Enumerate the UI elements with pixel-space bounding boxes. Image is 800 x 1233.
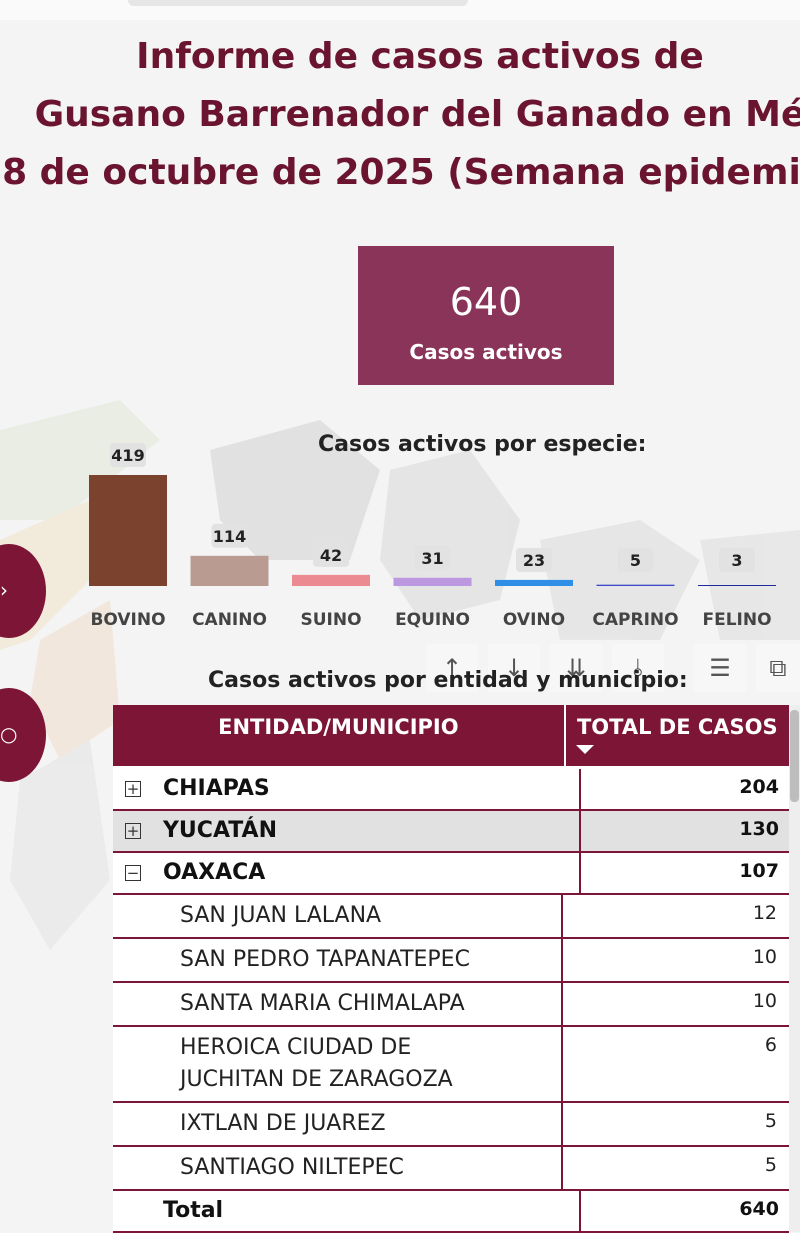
data-label: 114 xyxy=(213,527,246,546)
total-label: Total xyxy=(113,1191,582,1231)
address-bar[interactable] xyxy=(128,0,468,6)
scrollbar-thumb[interactable] xyxy=(790,710,799,802)
category-label: EQUINO xyxy=(395,610,470,630)
arrow-up-icon[interactable]: ↑ xyxy=(426,644,478,692)
data-label: 23 xyxy=(523,551,545,570)
data-label: 5 xyxy=(630,551,641,570)
case-count: 10 xyxy=(752,946,777,968)
focus-mode-icon[interactable]: ⧉ xyxy=(756,644,800,692)
bar-equino[interactable] xyxy=(393,577,472,586)
arrow-down-icon[interactable]: ↓ xyxy=(488,644,540,692)
table-row[interactable]: IXTLAN DE JUAREZ 5 xyxy=(113,1103,789,1147)
bar-suino[interactable] xyxy=(292,574,370,586)
kpi-card: 640 Casos activos xyxy=(358,246,614,385)
case-count: 107 xyxy=(739,860,779,882)
table-row[interactable]: + CHIAPAS 204 xyxy=(113,769,789,811)
case-count: 6 xyxy=(764,1034,777,1056)
filter-icon[interactable]: ☰ xyxy=(694,644,746,692)
entity-name: CHIAPAS xyxy=(163,776,270,801)
category-label: CANINO xyxy=(192,610,267,630)
double-arrow-down-icon[interactable]: ⇊ xyxy=(550,644,602,692)
table-total-row: Total 640 xyxy=(113,1191,789,1233)
category-label: CAPRINO xyxy=(592,610,678,630)
table-scrollbar[interactable] xyxy=(789,705,800,1232)
municipality-name: SAN JUAN LALANA xyxy=(113,895,563,937)
bar-canino[interactable] xyxy=(190,555,269,586)
data-label-background xyxy=(719,548,755,572)
bar-felino[interactable] xyxy=(698,585,776,586)
kpi-value: 640 xyxy=(449,280,523,324)
sort-desc-icon xyxy=(575,745,594,754)
category-label: BOVINO xyxy=(90,610,165,630)
data-label-background xyxy=(414,545,451,570)
data-label-background xyxy=(617,548,654,572)
entity-name: YUCATÁN xyxy=(163,818,277,843)
case-count: 204 xyxy=(739,776,779,798)
category-label: OVINO xyxy=(503,610,565,630)
data-label-background xyxy=(516,547,552,572)
kpi-label: Casos activos xyxy=(409,340,563,364)
table-row[interactable]: SAN JUAN LALANA 12 xyxy=(113,895,789,939)
top-bar xyxy=(0,0,800,20)
data-label-background xyxy=(211,523,248,548)
chart-title: Casos activos por especie: xyxy=(318,432,647,457)
municipality-name: SANTA MARIA CHIMALAPA xyxy=(113,983,563,1025)
table-title: Casos activos por entidad y municipio: xyxy=(208,668,688,693)
column-header-entity[interactable]: ENTIDAD/MUNICIPIO xyxy=(218,715,459,739)
case-count: 10 xyxy=(752,990,777,1012)
chevron-icon: › xyxy=(0,578,8,602)
cases-table: ENTIDAD/MUNICIPIO TOTAL DE CASOS + CHIAPA… xyxy=(113,705,789,1233)
table-header: ENTIDAD/MUNICIPIO TOTAL DE CASOS xyxy=(113,705,789,769)
category-label: FELINO xyxy=(702,610,771,630)
case-count: 5 xyxy=(764,1110,777,1132)
bar-ovino[interactable] xyxy=(495,579,573,586)
bar-caprino[interactable] xyxy=(596,584,675,586)
municipality-name: IXTLAN DE JUAREZ xyxy=(113,1103,563,1145)
table-row[interactable]: SANTIAGO NILTEPEC 5 xyxy=(113,1147,789,1191)
table-row[interactable]: SAN PEDRO TAPANATEPEC 10 xyxy=(113,939,789,983)
data-label-background xyxy=(110,443,146,467)
table-row[interactable]: SANTA MARIA CHIMALAPA 10 xyxy=(113,983,789,1027)
column-header-total-label: TOTAL DE CASOS xyxy=(576,715,778,739)
municipality-name: HEROICA CIUDAD DE JUCHITAN DE ZARAGOZA xyxy=(113,1027,563,1101)
table-row[interactable]: HEROICA CIUDAD DE JUCHITAN DE ZARAGOZA 6 xyxy=(113,1027,789,1103)
report-title: Informe de casos activos de Gusano Barre… xyxy=(0,28,800,202)
title-line: Gusano Barrenador del Ganado en Mé xyxy=(34,94,800,135)
title-line: 8 de octubre de 2025 (Semana epidemiol xyxy=(2,152,800,193)
municipality-name: SAN PEDRO TAPANATEPEC xyxy=(113,939,563,981)
entity-name: OAXACA xyxy=(163,860,266,885)
total-value: 640 xyxy=(739,1198,779,1220)
case-count: 130 xyxy=(739,818,779,840)
title-line: Informe de casos activos de xyxy=(136,36,704,77)
expand-level-icon[interactable]: ⫰ xyxy=(612,644,664,692)
case-count: 5 xyxy=(764,1154,777,1176)
expand-icon[interactable]: + xyxy=(125,822,141,840)
data-label: 419 xyxy=(111,446,144,465)
table-row[interactable]: − OAXACA 107 xyxy=(113,853,789,895)
bar-bovino[interactable] xyxy=(89,475,167,586)
municipality-name: SANTIAGO NILTEPEC xyxy=(113,1147,563,1189)
data-label-background xyxy=(313,542,349,567)
side-nav-button[interactable]: ○ xyxy=(0,688,46,782)
category-label: SUINO xyxy=(300,610,361,630)
collapse-icon[interactable]: − xyxy=(125,864,141,882)
expand-icon[interactable]: + xyxy=(125,780,141,798)
data-label: 42 xyxy=(320,546,342,565)
circle-icon: ○ xyxy=(0,722,18,746)
table-row[interactable]: + YUCATÁN 130 xyxy=(113,811,789,853)
case-count: 12 xyxy=(752,902,777,924)
species-bar-chart: 419 BOVINO 114 CANINO 42 SUINO 31 EQUINO 23 OVINO… xyxy=(89,443,776,630)
column-header-total[interactable]: TOTAL DE CASOS xyxy=(563,705,789,766)
data-label: 31 xyxy=(421,549,443,568)
data-label: 3 xyxy=(731,551,742,570)
